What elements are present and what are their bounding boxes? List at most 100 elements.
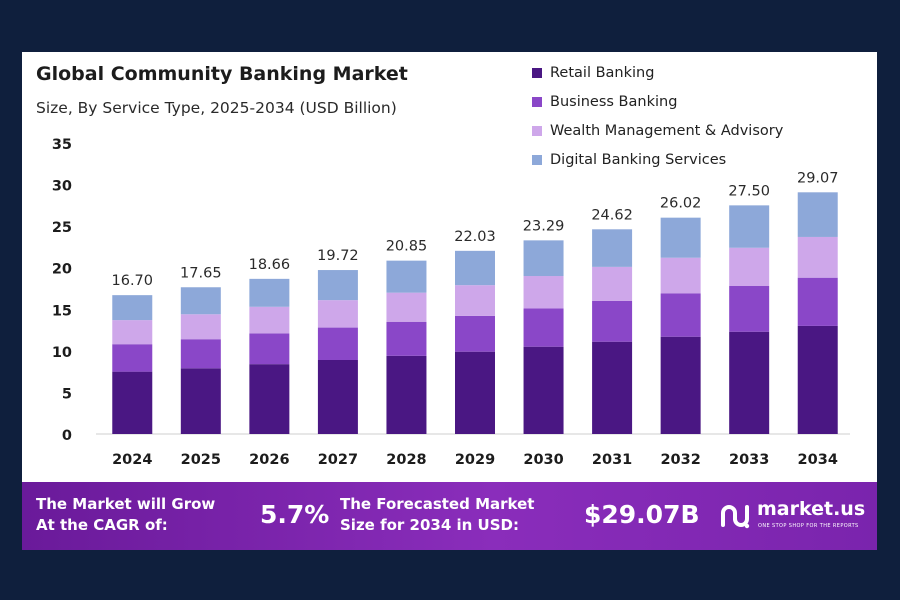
- bar-total-label: 19.72: [317, 248, 359, 264]
- bar-segment-retail-banking: [249, 364, 290, 434]
- x-tick-label: 2024: [112, 452, 152, 468]
- x-tick-label: 2030: [523, 452, 563, 468]
- bar-segment-wealth-management-advisory: [249, 306, 290, 334]
- x-tick-label: 2027: [318, 452, 358, 468]
- legend-label: Digital Banking Services: [550, 151, 727, 168]
- legend-item-digital-banking: Digital Banking Services: [532, 145, 783, 174]
- y-tick-label: 30: [52, 179, 72, 195]
- bar-segment-retail-banking: [112, 371, 153, 434]
- bar-total-label: 20.85: [386, 239, 428, 255]
- bar-segment-digital-banking-services: [249, 278, 290, 307]
- bar-segment-digital-banking-services: [317, 270, 358, 301]
- bar-total-label: 17.65: [180, 265, 222, 281]
- x-tick-label: 2034: [798, 452, 838, 468]
- brand-logo: market.us ONE STOP SHOP FOR THE REPORTS: [719, 498, 871, 538]
- bar-total-label: 22.03: [454, 229, 496, 245]
- bar-segment-wealth-management-advisory: [592, 266, 633, 301]
- bar-segment-wealth-management-advisory: [180, 314, 221, 340]
- legend-swatch: [532, 125, 542, 136]
- chart-card: Global Community Banking Market Size, By…: [22, 52, 877, 550]
- bar-segment-retail-banking: [455, 351, 495, 434]
- x-tick-label: 2031: [592, 452, 632, 468]
- bar-segment-digital-banking-services: [592, 229, 633, 267]
- bar-segment-wealth-management-advisory: [523, 276, 564, 309]
- bar-segment-retail-banking: [729, 331, 770, 434]
- forecast-label: The Forecasted Market Size for 2034 in U…: [340, 494, 534, 536]
- bar-segment-wealth-management-advisory: [797, 236, 838, 278]
- y-tick-label: 10: [52, 345, 72, 361]
- cagr-label: The Market will Grow At the CAGR of:: [36, 494, 215, 536]
- chart-title: Global Community Banking Market: [36, 63, 408, 85]
- bar-total-label: 27.50: [728, 183, 770, 199]
- bar-segment-digital-banking-services: [797, 192, 838, 237]
- bar-segment-business-banking: [112, 344, 153, 372]
- bar-segment-business-banking: [797, 277, 838, 326]
- legend-item-business-banking: Business Banking: [532, 87, 783, 116]
- x-tick-label: 2032: [660, 452, 700, 468]
- bar-total-label: 24.62: [591, 207, 633, 223]
- y-tick-label: 25: [52, 220, 72, 236]
- bar-segment-retail-banking: [317, 360, 358, 434]
- legend-swatch: [532, 154, 542, 165]
- legend-item-wealth-management: Wealth Management & Advisory: [532, 116, 783, 145]
- bar-segment-digital-banking-services: [660, 217, 701, 258]
- y-tick-label: 0: [62, 428, 72, 444]
- bar-total-label: 29.07: [797, 170, 839, 186]
- legend-label: Business Banking: [550, 93, 678, 110]
- x-tick-label: 2025: [181, 452, 221, 468]
- brand-name: market.us: [757, 498, 866, 520]
- bar-segment-business-banking: [729, 286, 770, 332]
- summary-banner: The Market will Grow At the CAGR of: 5.7…: [22, 482, 877, 550]
- bar-segment-wealth-management-advisory: [729, 247, 770, 287]
- bar-segment-digital-banking-services: [523, 240, 564, 277]
- bar-segment-business-banking: [455, 315, 495, 352]
- bar-segment-business-banking: [180, 339, 221, 369]
- legend-label: Retail Banking: [550, 64, 655, 81]
- bar-segment-retail-banking: [386, 355, 427, 434]
- y-tick-label: 15: [52, 303, 72, 319]
- forecast-label-line1: The Forecasted Market: [340, 495, 535, 513]
- bar-segment-business-banking: [523, 308, 564, 347]
- bar-segment-business-banking: [386, 321, 427, 356]
- legend-swatch: [532, 96, 542, 107]
- brand-tagline: ONE STOP SHOP FOR THE REPORTS: [758, 523, 859, 529]
- bar-segment-retail-banking: [660, 336, 701, 434]
- forecast-label-line2: Size for 2034 in USD:: [340, 516, 519, 534]
- cagr-label-line2: At the CAGR of:: [36, 516, 168, 534]
- x-tick-label: 2026: [249, 452, 289, 468]
- x-tick-label: 2029: [455, 452, 495, 468]
- bar-segment-digital-banking-services: [386, 260, 427, 293]
- bar-total-label: 16.70: [112, 273, 154, 289]
- bar-segment-wealth-management-advisory: [386, 292, 427, 322]
- bar-segment-digital-banking-services: [729, 205, 770, 248]
- bar-segment-digital-banking-services: [112, 295, 153, 321]
- bar-segment-wealth-management-advisory: [660, 257, 701, 294]
- bar-segment-business-banking: [317, 327, 358, 361]
- chart-plot: 05101520253035202416.70202517.65202618.6…: [52, 137, 850, 468]
- bar-total-label: 26.02: [660, 196, 702, 212]
- market-us-logo-icon: [721, 505, 750, 529]
- cagr-value: 5.7%: [260, 500, 330, 529]
- bar-segment-business-banking: [249, 333, 290, 365]
- bar-segment-digital-banking-services: [180, 287, 221, 315]
- bar-segment-digital-banking-services: [455, 250, 495, 286]
- x-tick-label: 2033: [729, 452, 769, 468]
- bar-total-label: 18.66: [249, 257, 291, 273]
- legend-label: Wealth Management & Advisory: [550, 122, 784, 139]
- chart-subtitle: Size, By Service Type, 2025-2034 (USD Bi…: [36, 99, 397, 117]
- y-tick-label: 5: [62, 386, 72, 402]
- bar-segment-business-banking: [660, 293, 701, 337]
- bar-segment-retail-banking: [592, 341, 633, 434]
- bar-segment-retail-banking: [180, 368, 221, 434]
- bar-total-label: 23.29: [523, 218, 565, 234]
- bar-segment-wealth-management-advisory: [455, 285, 495, 316]
- bar-segment-business-banking: [592, 300, 633, 342]
- y-tick-label: 35: [52, 137, 72, 153]
- chart-legend: Retail Banking Business Banking Wealth M…: [532, 58, 783, 174]
- forecast-value: $29.07B: [584, 500, 700, 529]
- bar-segment-retail-banking: [797, 325, 838, 434]
- legend-swatch: [532, 67, 542, 78]
- bar-segment-wealth-management-advisory: [317, 300, 358, 328]
- bar-segment-retail-banking: [523, 346, 564, 434]
- y-tick-label: 20: [52, 262, 72, 278]
